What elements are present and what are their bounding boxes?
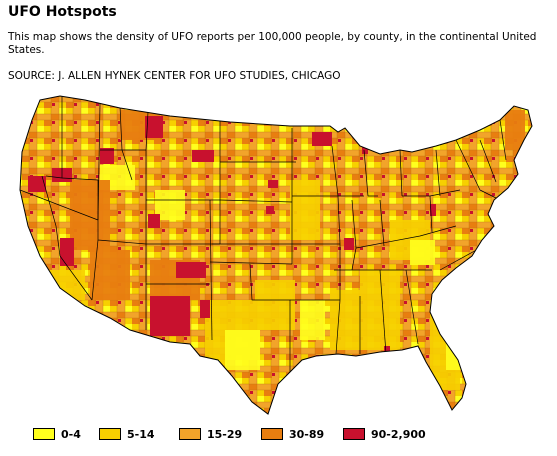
legend-swatch (179, 428, 201, 440)
legend-swatch (99, 428, 121, 440)
legend: 0-4 5-14 15-29 30-89 90-2,900 (33, 424, 553, 444)
legend-item: 15-29 (179, 424, 242, 444)
legend-swatch (261, 428, 283, 440)
legend-label: 90-2,900 (371, 427, 426, 441)
legend-swatch (343, 428, 365, 440)
hotspot-counties (28, 116, 436, 362)
legend-item: 0-4 (33, 424, 81, 444)
map-title: UFO Hotspots (8, 4, 117, 20)
map-description: This map shows the density of UFO report… (8, 31, 537, 56)
legend-label: 0-4 (61, 427, 81, 441)
legend-label: 15-29 (207, 427, 243, 441)
us-county-map (19, 95, 533, 415)
state-borders (20, 96, 507, 372)
legend-label: 5-14 (127, 427, 155, 441)
legend-item: 30-89 (261, 424, 324, 444)
legend-swatch (33, 428, 55, 440)
legend-label: 30-89 (289, 427, 325, 441)
legend-item: 90-2,900 (343, 424, 426, 444)
legend-item: 5-14 (99, 424, 155, 444)
source-credit: SOURCE: J. ALLEN HYNEK CENTER FOR UFO ST… (8, 70, 341, 82)
